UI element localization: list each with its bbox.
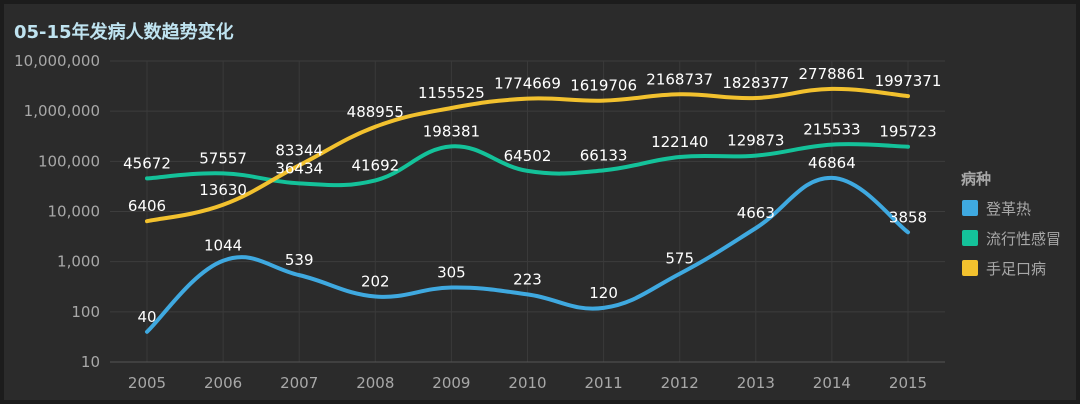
data-label: 13630 bbox=[199, 181, 247, 199]
series-line-1 bbox=[145, 175, 910, 334]
y-tick-label: 100,000 bbox=[38, 152, 100, 170]
series-lines bbox=[145, 86, 910, 334]
y-axis: 10 100 1,000 10,000 100,000 1,000,000 10,000,0… bbox=[14, 52, 100, 371]
data-label: 4663 bbox=[737, 204, 775, 222]
data-label: 215533 bbox=[803, 121, 860, 139]
data-label: 46864 bbox=[808, 154, 856, 172]
data-label: 305 bbox=[437, 264, 466, 282]
legend-item-label[interactable]: 流行性感冒 bbox=[986, 230, 1061, 248]
legend-item-label[interactable]: 手足口病 bbox=[986, 260, 1046, 278]
grid-lines bbox=[110, 60, 945, 363]
data-label: 120 bbox=[589, 284, 618, 302]
x-tick-label: 2012 bbox=[661, 374, 699, 392]
data-label: 122140 bbox=[651, 133, 708, 151]
legend-swatch[interactable] bbox=[962, 260, 978, 276]
data-label: 1774669 bbox=[494, 75, 561, 93]
chart-title: 05-15年发病人数趋势变化 bbox=[14, 22, 234, 43]
series-line-2 bbox=[145, 142, 910, 188]
data-label: 1155525 bbox=[418, 84, 485, 102]
y-tick-label: 1,000,000 bbox=[24, 102, 100, 120]
data-label: 2168737 bbox=[646, 70, 713, 88]
y-tick-label: 1,000 bbox=[57, 253, 100, 271]
data-label: 1044 bbox=[204, 237, 242, 255]
data-label: 64502 bbox=[504, 147, 552, 165]
data-label: 195723 bbox=[879, 123, 936, 141]
data-label: 488955 bbox=[347, 103, 404, 121]
data-label: 83344 bbox=[275, 141, 323, 159]
data-label: 198381 bbox=[423, 122, 480, 140]
y-tick-label: 10 bbox=[81, 353, 100, 371]
data-label: 45672 bbox=[123, 154, 171, 172]
x-tick-label: 2005 bbox=[128, 374, 166, 392]
x-tick-label: 2011 bbox=[585, 374, 623, 392]
series-line-3 bbox=[145, 86, 910, 224]
data-label: 1997371 bbox=[875, 72, 942, 90]
data-label: 575 bbox=[665, 250, 694, 268]
data-label: 2778861 bbox=[798, 65, 865, 83]
y-tick-label: 10,000 bbox=[48, 203, 101, 221]
data-label: 539 bbox=[285, 251, 314, 269]
legend-swatch[interactable] bbox=[962, 200, 978, 216]
y-tick-label: 100 bbox=[71, 303, 100, 321]
y-tick-label: 10,000,000 bbox=[14, 52, 100, 70]
x-tick-label: 2015 bbox=[889, 374, 927, 392]
data-label: 1828377 bbox=[722, 74, 789, 92]
x-tick-label: 2013 bbox=[737, 374, 775, 392]
data-label: 1619706 bbox=[570, 77, 637, 95]
line-chart: 10 100 1,000 10,000 100,000 1,000,000 10,000,0… bbox=[14, 52, 1061, 392]
x-axis: 2005 2006 2007 2008 2009 2010 2011 2012 2013 2014… bbox=[110, 361, 945, 392]
data-label: 66133 bbox=[580, 146, 628, 164]
legend-swatch[interactable] bbox=[962, 230, 978, 246]
data-label: 129873 bbox=[727, 132, 784, 150]
data-label: 40 bbox=[137, 308, 156, 326]
data-label: 223 bbox=[513, 270, 542, 288]
x-tick-label: 2006 bbox=[204, 374, 242, 392]
legend-title: 病种 bbox=[961, 170, 991, 188]
legend-item-label[interactable]: 登革热 bbox=[986, 200, 1031, 218]
data-label: 36434 bbox=[275, 159, 323, 177]
data-label: 41692 bbox=[351, 156, 399, 174]
x-tick-label: 2009 bbox=[432, 374, 470, 392]
x-tick-label: 2007 bbox=[280, 374, 318, 392]
data-labels: 40 1044 539 202 305 223 120 575 4663 46864 3858 456… bbox=[123, 65, 941, 326]
x-tick-label: 2014 bbox=[813, 374, 851, 392]
x-tick-label: 2010 bbox=[508, 374, 546, 392]
chart-panel: 05-15年发病人数趋势变化 10 100 1,000 10,000 100,000 1,… bbox=[4, 4, 1076, 400]
data-label: 202 bbox=[361, 273, 390, 291]
data-label: 6406 bbox=[128, 197, 166, 215]
x-tick-label: 2008 bbox=[356, 374, 394, 392]
data-label: 57557 bbox=[199, 149, 247, 167]
data-label: 3858 bbox=[889, 208, 927, 226]
